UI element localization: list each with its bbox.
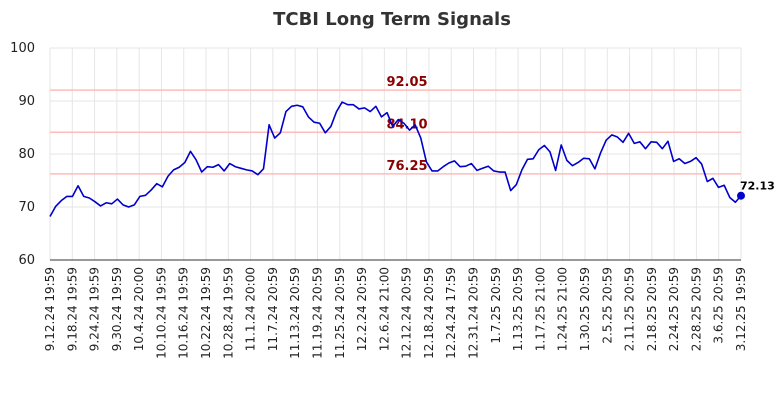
x-tick-label: 11.25.24 20:59: [333, 267, 347, 359]
x-tick-label: 12.12.24 20:59: [400, 267, 414, 359]
x-tick-label: 10.4.24 20:00: [132, 267, 146, 351]
x-tick-label: 1.17.25 21:00: [533, 267, 547, 351]
x-tick-label: 12.18.24 20:59: [422, 267, 436, 359]
x-tick-label: 3.6.25 20:59: [712, 267, 726, 344]
y-tick-label: 80: [18, 147, 35, 162]
x-tick-label: 11.19.24 20:59: [310, 267, 324, 359]
chart-title: TCBI Long Term Signals: [273, 9, 511, 30]
y-tick-label: 60: [18, 253, 35, 268]
x-tick-label: 2.11.25 20:59: [623, 267, 637, 351]
y-tick-label: 100: [10, 41, 35, 56]
x-tick-label: 9.12.24 19:59: [43, 267, 57, 351]
y-tick-label: 90: [18, 94, 35, 109]
x-tick-label: 1.30.25 20:59: [578, 267, 592, 351]
x-tick-label: 11.1.24 20:00: [244, 267, 258, 351]
x-tick-label: 9.30.24 19:59: [110, 267, 124, 351]
x-tick-label: 2.5.25 20:59: [600, 267, 614, 344]
x-tick-label: 1.7.25 20:59: [489, 267, 503, 344]
x-tick-label: 9.18.24 19:59: [65, 267, 79, 351]
x-tick-label: 2.18.25 20:59: [645, 267, 659, 351]
grid: [49, 47, 742, 261]
signal-level-label: 92.05: [386, 75, 427, 90]
x-tick-label: 12.2.24 20:59: [355, 267, 369, 351]
x-tick-label: 1.24.25 21:00: [556, 267, 570, 351]
x-tick-label: 12.31.24 20:59: [467, 267, 481, 359]
x-tick-label: 11.13.24 20:59: [288, 267, 302, 359]
last-point-label: 72.13: [740, 180, 775, 193]
price-line: [49, 101, 742, 217]
y-tick-label: 70: [18, 200, 35, 215]
x-tick-label: 10.28.24 19:59: [221, 267, 235, 359]
last-point-marker: [737, 191, 745, 200]
x-tick-label: 10.22.24 19:59: [199, 267, 213, 359]
x-tick-label: 2.28.25 20:59: [689, 267, 703, 351]
y-tick-labels: 60 70 80 90 100: [10, 41, 35, 268]
x-tick-label: 11.7.24 20:59: [266, 267, 280, 351]
x-tick-label: 12.24.24 17:59: [444, 267, 458, 359]
x-tick-label: 2.24.25 20:59: [667, 267, 681, 351]
series: [49, 101, 742, 217]
x-tick-label: 12.6.24 21:00: [377, 267, 391, 351]
x-tick-label: 9.24.24 19:59: [88, 267, 102, 351]
x-tick-label: 10.10.24 19:59: [154, 267, 168, 359]
x-tick-label: 3.12.25 19:59: [734, 267, 748, 351]
x-tick-label: 10.16.24 19:59: [177, 267, 191, 359]
x-tick-label: 1.13.25 20:59: [511, 267, 525, 351]
last-point: 72.13: [737, 180, 775, 200]
x-tick-labels: 9.12.24 19:59 9.18.24 19:59 9.24.24 19:59 9…: [43, 267, 748, 359]
signal-level-label: 76.25: [386, 159, 427, 174]
